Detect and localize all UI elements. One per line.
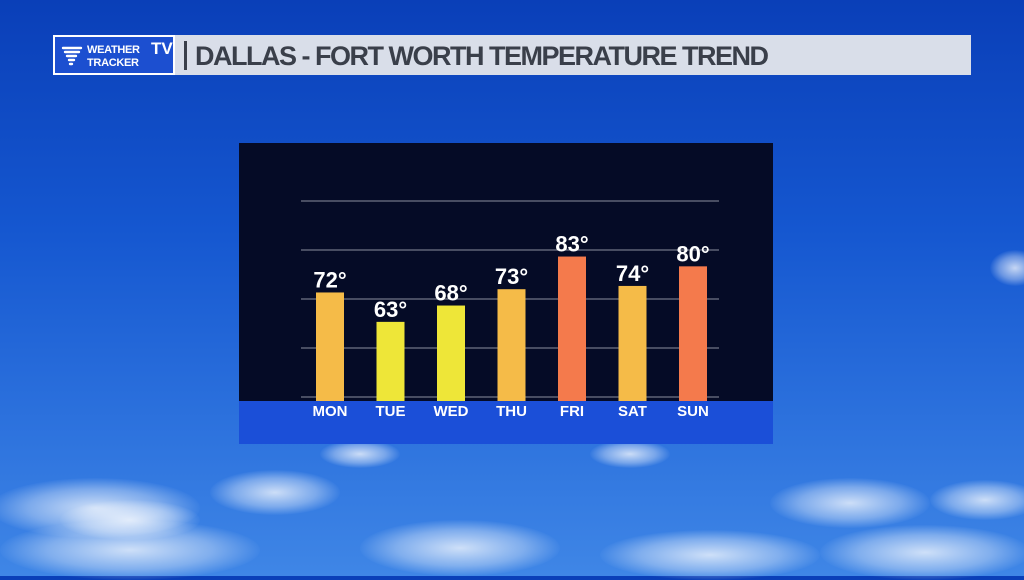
day-label-strip	[239, 401, 773, 444]
value-label-wed: 68°	[434, 281, 467, 306]
weather-tracker-logo: WEATHER TRACKER TV	[53, 35, 175, 75]
logo-line-1: WEATHER	[87, 44, 140, 56]
bar-sun	[679, 266, 707, 401]
day-label-mon: MON	[313, 403, 348, 420]
bar-mon	[316, 292, 344, 401]
tornado-icon	[61, 46, 83, 66]
day-label-sun: SUN	[677, 403, 709, 420]
cloud-5	[590, 440, 670, 468]
bar-thu	[497, 289, 526, 401]
value-label-sat: 74°	[616, 261, 649, 286]
cloud-12	[820, 525, 1024, 580]
temperature-chart-panel: 72° MON 63° TUE 68° WED 73° THU 83° FRI 74° SAT 80° S…	[239, 143, 773, 444]
day-label-thu: THU	[496, 403, 527, 420]
cloud-11	[600, 530, 820, 580]
bar-fri	[558, 256, 586, 401]
day-label-tue: TUE	[376, 403, 406, 420]
page-title: DALLAS - FORT WORTH TEMPERATURE TREND	[195, 41, 769, 71]
day-label-wed: WED	[434, 403, 469, 420]
value-label-mon: 72°	[313, 267, 346, 292]
value-label-thu: 73°	[495, 264, 528, 289]
logo-line-2: TRACKER	[87, 57, 139, 69]
day-label-fri: FRI	[560, 403, 584, 420]
header-bar: WEATHER TRACKER TV DALLAS - FORT WORTH T…	[53, 35, 971, 75]
cloud-3	[210, 470, 340, 515]
value-label-sun: 80°	[676, 241, 709, 266]
logo-tv: TV	[151, 39, 173, 58]
value-label-tue: 63°	[374, 297, 407, 322]
bar-wed	[437, 305, 465, 401]
bar-sat	[618, 285, 647, 401]
day-label-sat: SAT	[618, 403, 647, 420]
bar-tue	[376, 321, 405, 401]
cloud-4	[320, 440, 400, 468]
value-label-fri: 83°	[555, 232, 588, 257]
cloud-6	[770, 478, 930, 528]
header-divider	[184, 41, 187, 70]
cloud-10	[360, 520, 560, 576]
cloud-8	[990, 250, 1024, 286]
temperature-chart: 72° MON 63° TUE 68° WED 73° THU 83° FRI 74° SAT 80° S…	[239, 200, 773, 444]
cloud-7	[930, 480, 1024, 520]
cloud-9	[0, 520, 260, 580]
